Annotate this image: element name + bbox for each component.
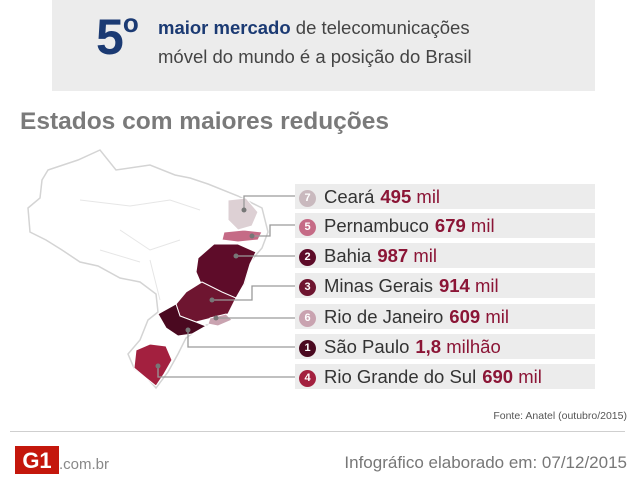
map-ceara bbox=[227, 197, 259, 231]
list-item-minas: 3 Minas Gerais 914 mil bbox=[295, 273, 595, 298]
rank-badge: 4 bbox=[299, 370, 316, 387]
credit-text: Infográfico elaborado em: 07/12/2015 bbox=[344, 453, 627, 472]
rank-badge: 3 bbox=[299, 279, 316, 296]
rank-badge: 2 bbox=[299, 249, 316, 266]
headline-banner bbox=[52, 0, 595, 91]
map-rio-grande bbox=[133, 343, 173, 387]
list-item-bahia: 2 Bahia 987 mil bbox=[295, 243, 595, 268]
list-item-rio: 6 Rio de Janeiro 609 mil bbox=[295, 304, 595, 329]
source-note: Fonte: Anatel (outubro/2015) bbox=[493, 410, 627, 422]
headline-line-2: móvel do mundo é a posição do Brasil bbox=[158, 46, 472, 67]
rank-badge: 6 bbox=[299, 310, 316, 327]
g1-logo: G1 bbox=[15, 446, 59, 474]
list-item-sao-paulo: 1 São Paulo 1,8 milhão bbox=[295, 334, 595, 359]
map-pernambuco bbox=[221, 229, 263, 243]
list-item-pernambuco: 5 Pernambuco 679 mil bbox=[295, 213, 595, 238]
divider bbox=[10, 431, 625, 432]
rank-badge: 5 bbox=[299, 219, 316, 236]
list-item-rio-grande: 4 Rio Grande do Sul 690 mil bbox=[295, 364, 595, 389]
rank-badge: 7 bbox=[299, 190, 316, 207]
logo-domain: .com.br bbox=[59, 456, 110, 473]
svg-text:G1: G1 bbox=[22, 448, 51, 473]
map-bahia bbox=[195, 243, 257, 299]
rank-badge: 1 bbox=[299, 340, 316, 357]
brazil-outline bbox=[27, 149, 269, 390]
headline-line-1: maior mercado de telecomunicações bbox=[158, 17, 470, 38]
map-sao-paulo bbox=[157, 303, 208, 337]
list-item-ceara: 7 Ceará 495 mil bbox=[295, 184, 595, 209]
section-title: Estados com maiores reduções bbox=[20, 108, 390, 135]
rank-number: 5o bbox=[96, 8, 139, 65]
